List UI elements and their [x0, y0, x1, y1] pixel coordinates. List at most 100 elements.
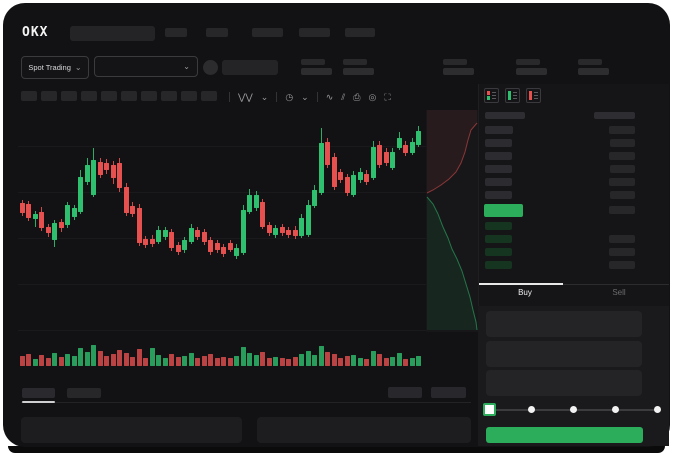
volume-bar [104, 356, 109, 366]
orderbook-combined-icon[interactable] [484, 88, 499, 103]
timeframe-button-8[interactable] [161, 91, 177, 101]
volume-bar [403, 359, 408, 366]
depth-bids-fill [427, 197, 477, 330]
ask-row-amount [609, 178, 635, 186]
line-tool-icon[interactable]: ∿ [325, 91, 334, 102]
nav-item-5[interactable] [345, 28, 375, 37]
slider-step-dot[interactable] [569, 406, 577, 413]
volume-bar [46, 358, 51, 366]
icon-mark [487, 96, 490, 100]
timeframe-button-7[interactable] [141, 91, 157, 101]
camera-icon[interactable]: ⎙ [353, 91, 361, 102]
slider-step-dot[interactable] [527, 406, 535, 413]
icon-mark [508, 91, 511, 100]
candle-body [39, 212, 44, 228]
nav-item-3[interactable] [252, 28, 283, 37]
ask-row-price[interactable] [485, 165, 512, 173]
candle-body [215, 243, 220, 250]
nav-item-1[interactable] [165, 28, 187, 37]
candle-body [78, 177, 83, 212]
orderbook-bids-icon[interactable] [505, 88, 520, 103]
timeframe-button-9[interactable] [181, 91, 197, 101]
candle-body [169, 232, 174, 248]
candle-body [176, 245, 181, 252]
settings-icon[interactable]: ◎ [368, 91, 377, 102]
price-input[interactable] [486, 311, 642, 337]
orders-table-placeholder [257, 417, 471, 443]
timeframe-button-4[interactable] [81, 91, 97, 101]
fullscreen-icon[interactable]: ⛶ [384, 91, 391, 102]
candle-body [286, 230, 291, 235]
icon-line [534, 98, 538, 99]
amount-slider-handle[interactable] [483, 403, 496, 416]
timeframe-button-6[interactable] [121, 91, 137, 101]
bid-row-price[interactable] [485, 261, 512, 269]
toolbar-divider [276, 92, 278, 102]
volume-bar [65, 354, 70, 366]
stat-value-4 [516, 68, 547, 75]
pair-selector-dropdown[interactable]: ⌄ [94, 56, 198, 77]
ask-row-price[interactable] [485, 191, 512, 199]
slider-step-dot[interactable] [611, 406, 619, 413]
orders-tab-active[interactable] [22, 388, 55, 398]
search-bar[interactable] [70, 26, 155, 41]
candle-type-icon[interactable]: ⋁⋁ [238, 91, 253, 102]
icon-line [513, 95, 517, 96]
tab-sell[interactable]: Sell [612, 288, 626, 297]
ask-row-amount [610, 165, 635, 173]
candle-body [72, 208, 77, 217]
candle-body [403, 145, 408, 153]
compare-icon[interactable]: ⫽ [341, 91, 346, 102]
interval-icon[interactable]: ◷ [285, 91, 294, 102]
candle-body [156, 230, 161, 242]
orders-action-button-2[interactable] [431, 387, 466, 398]
timeframe-button-2[interactable] [41, 91, 57, 101]
amount-input[interactable] [486, 341, 642, 367]
volume-bar [195, 358, 200, 366]
timeframe-button-10[interactable] [201, 91, 217, 101]
okx-logo[interactable]: OKX [22, 25, 49, 40]
slider-step-dot[interactable] [653, 406, 661, 413]
market-type-selector[interactable]: Spot Trading ⌄ [21, 56, 89, 79]
orders-action-button-1[interactable] [388, 387, 422, 398]
market-type-label: Spot Trading [28, 63, 71, 72]
orders-table-placeholder [21, 417, 242, 443]
volume-bar [143, 358, 148, 366]
chevron-down-icon[interactable]: ⌄ [260, 91, 269, 102]
timeframe-button-3[interactable] [61, 91, 77, 101]
buy-submit-button[interactable] [486, 427, 643, 443]
ask-row-price[interactable] [485, 178, 512, 186]
nav-item-2[interactable] [206, 28, 228, 37]
candle-body [189, 228, 194, 242]
ask-row-price[interactable] [485, 126, 513, 134]
ask-row-price[interactable] [485, 139, 512, 147]
price-row-amount [609, 206, 635, 214]
bid-row-price[interactable] [485, 248, 512, 256]
candle-body [384, 152, 389, 163]
icon-line [513, 98, 517, 99]
tab-buy[interactable]: Buy [518, 288, 532, 297]
chevron-down-icon[interactable]: ⌄ [301, 91, 309, 102]
timeframe-button-5[interactable] [101, 91, 117, 101]
bid-row-price[interactable] [485, 222, 512, 230]
nav-item-4[interactable] [299, 28, 330, 37]
orderbook-asks-icon[interactable] [526, 88, 541, 103]
candle-body [117, 163, 122, 188]
toolbar-divider [229, 92, 230, 102]
ask-row-price[interactable] [485, 152, 512, 160]
orders-tab-2[interactable] [67, 388, 101, 398]
last-price-badge[interactable] [484, 204, 523, 217]
depth-asks-fill [427, 110, 477, 193]
ask-row-amount [610, 139, 635, 147]
volume-bar [299, 354, 304, 366]
coin-avatar[interactable] [203, 60, 218, 75]
timeframe-button-1[interactable] [21, 91, 37, 101]
candle-body [33, 214, 38, 219]
bid-row-price[interactable] [485, 235, 512, 243]
volume-bar [260, 352, 265, 366]
candle-body [221, 247, 226, 254]
volume-bar [72, 356, 77, 366]
orderbook-header-right [594, 112, 635, 119]
candle-body [312, 190, 317, 206]
total-input[interactable] [486, 370, 642, 396]
